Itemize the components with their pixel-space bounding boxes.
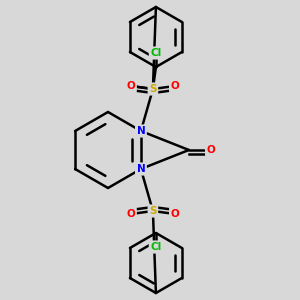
Text: Cl: Cl <box>150 48 161 58</box>
Text: O: O <box>206 145 215 155</box>
Text: S: S <box>149 206 157 216</box>
Text: O: O <box>170 209 179 219</box>
Text: O: O <box>127 209 135 219</box>
Text: N: N <box>136 126 145 136</box>
Text: N: N <box>136 164 145 174</box>
Text: Cl: Cl <box>150 242 161 252</box>
Text: O: O <box>170 81 179 91</box>
Text: O: O <box>127 81 135 91</box>
Text: S: S <box>149 84 157 94</box>
